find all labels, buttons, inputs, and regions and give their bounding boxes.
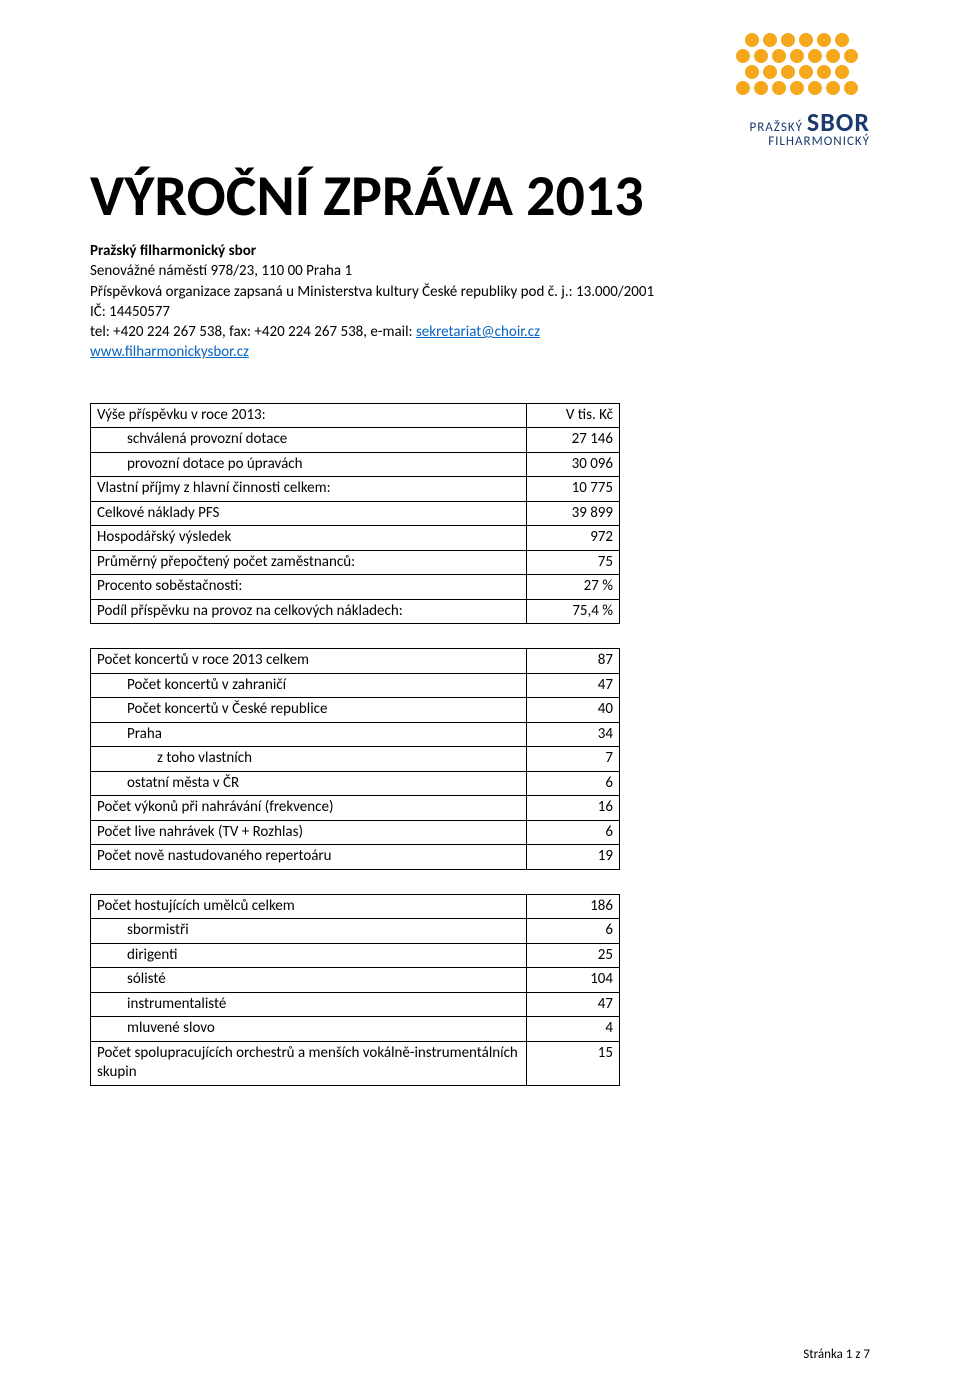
contact-prefix: tel: +420 224 267 538, fax: +420 224 267… xyxy=(90,323,416,341)
row-label: instrumentalisté xyxy=(91,992,527,1017)
row-label: mluvené slovo xyxy=(91,1017,527,1042)
table-row: z toho vlastních7 xyxy=(91,747,620,772)
row-label: Počet koncertů v České republice xyxy=(91,698,527,723)
row-value: 6 xyxy=(527,919,620,944)
row-label: Počet koncertů v zahraničí xyxy=(91,673,527,698)
row-value: 186 xyxy=(527,894,620,919)
table-row: sólisté104 xyxy=(91,968,620,993)
row-value: 27 146 xyxy=(527,428,620,453)
org-address: Senovážné náměstí 978/23, 110 00 Praha 1 xyxy=(90,261,870,281)
table-row: provozní dotace po úpravách30 096 xyxy=(91,452,620,477)
table-row: dirigenti25 xyxy=(91,943,620,968)
row-label: Hospodářský výsledek xyxy=(91,526,527,551)
page-title: VÝROČNÍ ZPRÁVA 2013 xyxy=(90,160,870,231)
row-label: Počet koncertů v roce 2013 celkem xyxy=(91,649,527,674)
org-registration: Příspěvková organizace zapsaná u Ministe… xyxy=(90,282,870,302)
table-row: Počet výkonů při nahrávání (frekvence)16 xyxy=(91,796,620,821)
row-value: 27 % xyxy=(527,575,620,600)
row-label: Vlastní příjmy z hlavní činnosti celkem: xyxy=(91,477,527,502)
row-value: 19 xyxy=(527,845,620,870)
logo-line-2: FILHARMONICKÝ xyxy=(720,135,870,148)
row-label: Podíl příspěvku na provoz na celkových n… xyxy=(91,599,527,624)
row-label: Procento soběstačnosti: xyxy=(91,575,527,600)
row-label: dirigenti xyxy=(91,943,527,968)
table-row: Výše příspěvku v roce 2013:V tis. Kč xyxy=(91,403,620,428)
row-label: schválená provozní dotace xyxy=(91,428,527,453)
logo-dots-icon xyxy=(720,30,870,100)
row-value: 6 xyxy=(527,771,620,796)
row-label: sbormistři xyxy=(91,919,527,944)
table-row: Počet spolupracujících orchestrů a menší… xyxy=(91,1041,620,1085)
table-row: Počet nově nastudovaného repertoáru19 xyxy=(91,845,620,870)
row-value: 75 xyxy=(527,550,620,575)
page-footer: Stránka 1 z 7 xyxy=(803,1347,870,1362)
row-value: V tis. Kč xyxy=(527,403,620,428)
row-value: 47 xyxy=(527,992,620,1017)
row-value: 7 xyxy=(527,747,620,772)
row-value: 75,4 % xyxy=(527,599,620,624)
row-label: Celkové náklady PFS xyxy=(91,501,527,526)
row-value: 972 xyxy=(527,526,620,551)
row-value: 10 775 xyxy=(527,477,620,502)
row-label: Průměrný přepočtený počet zaměstnanců: xyxy=(91,550,527,575)
table-row: Počet koncertů v České republice40 xyxy=(91,698,620,723)
finance-table: Výše příspěvku v roce 2013:V tis. Kčschv… xyxy=(90,403,620,625)
web-link[interactable]: www.filharmonickysbor.cz xyxy=(90,343,249,361)
row-value: 16 xyxy=(527,796,620,821)
row-label: Počet výkonů při nahrávání (frekvence) xyxy=(91,796,527,821)
logo-text: PRAŽSKÝ SBOR FILHARMONICKÝ xyxy=(720,109,870,148)
table-row: Počet koncertů v roce 2013 celkem87 xyxy=(91,649,620,674)
table-row: sbormistři6 xyxy=(91,919,620,944)
table-row: Počet live nahrávek (TV + Rozhlas)6 xyxy=(91,820,620,845)
row-label: Počet hostujících umělců celkem xyxy=(91,894,527,919)
table-row: Hospodářský výsledek972 xyxy=(91,526,620,551)
row-value: 25 xyxy=(527,943,620,968)
row-label: ostatní města v ČR xyxy=(91,771,527,796)
row-label: Výše příspěvku v roce 2013: xyxy=(91,403,527,428)
table-row: Průměrný přepočtený počet zaměstnanců:75 xyxy=(91,550,620,575)
table-row: mluvené slovo4 xyxy=(91,1017,620,1042)
table-row: Celkové náklady PFS39 899 xyxy=(91,501,620,526)
org-info-block: Pražský filharmonický sbor Senovážné nám… xyxy=(90,241,870,363)
row-label: Počet live nahrávek (TV + Rozhlas) xyxy=(91,820,527,845)
org-ic: IČ: 14450577 xyxy=(90,302,870,322)
row-value: 6 xyxy=(527,820,620,845)
row-value: 47 xyxy=(527,673,620,698)
org-contact: tel: +420 224 267 538, fax: +420 224 267… xyxy=(90,322,870,342)
row-value: 39 899 xyxy=(527,501,620,526)
logo: PRAŽSKÝ SBOR FILHARMONICKÝ xyxy=(720,30,870,148)
row-label: z toho vlastních xyxy=(91,747,527,772)
table-row: Podíl příspěvku na provoz na celkových n… xyxy=(91,599,620,624)
row-label: provozní dotace po úpravách xyxy=(91,452,527,477)
row-value: 87 xyxy=(527,649,620,674)
table-row: Procento soběstačnosti:27 % xyxy=(91,575,620,600)
table-row: Počet koncertů v zahraničí47 xyxy=(91,673,620,698)
row-label: Počet spolupracujících orchestrů a menší… xyxy=(91,1041,527,1085)
table-row: instrumentalisté47 xyxy=(91,992,620,1017)
table-row: Počet hostujících umělců celkem186 xyxy=(91,894,620,919)
row-label: Počet nově nastudovaného repertoáru xyxy=(91,845,527,870)
email-link[interactable]: sekretariat@choir.cz xyxy=(416,323,540,341)
row-value: 104 xyxy=(527,968,620,993)
row-value: 15 xyxy=(527,1041,620,1085)
row-value: 4 xyxy=(527,1017,620,1042)
row-value: 30 096 xyxy=(527,452,620,477)
artists-table: Počet hostujících umělců celkem186sbormi… xyxy=(90,894,620,1086)
row-label: Praha xyxy=(91,722,527,747)
table-row: schválená provozní dotace27 146 xyxy=(91,428,620,453)
page: PRAŽSKÝ SBOR FILHARMONICKÝ VÝROČNÍ ZPRÁV… xyxy=(0,0,960,1390)
row-value: 34 xyxy=(527,722,620,747)
row-value: 40 xyxy=(527,698,620,723)
table-row: ostatní města v ČR6 xyxy=(91,771,620,796)
concerts-table: Počet koncertů v roce 2013 celkem87Počet… xyxy=(90,648,620,870)
org-name: Pražský filharmonický sbor xyxy=(90,241,870,261)
table-row: Vlastní příjmy z hlavní činnosti celkem:… xyxy=(91,477,620,502)
row-label: sólisté xyxy=(91,968,527,993)
table-row: Praha34 xyxy=(91,722,620,747)
logo-line-1: PRAŽSKÝ SBOR xyxy=(720,109,870,135)
